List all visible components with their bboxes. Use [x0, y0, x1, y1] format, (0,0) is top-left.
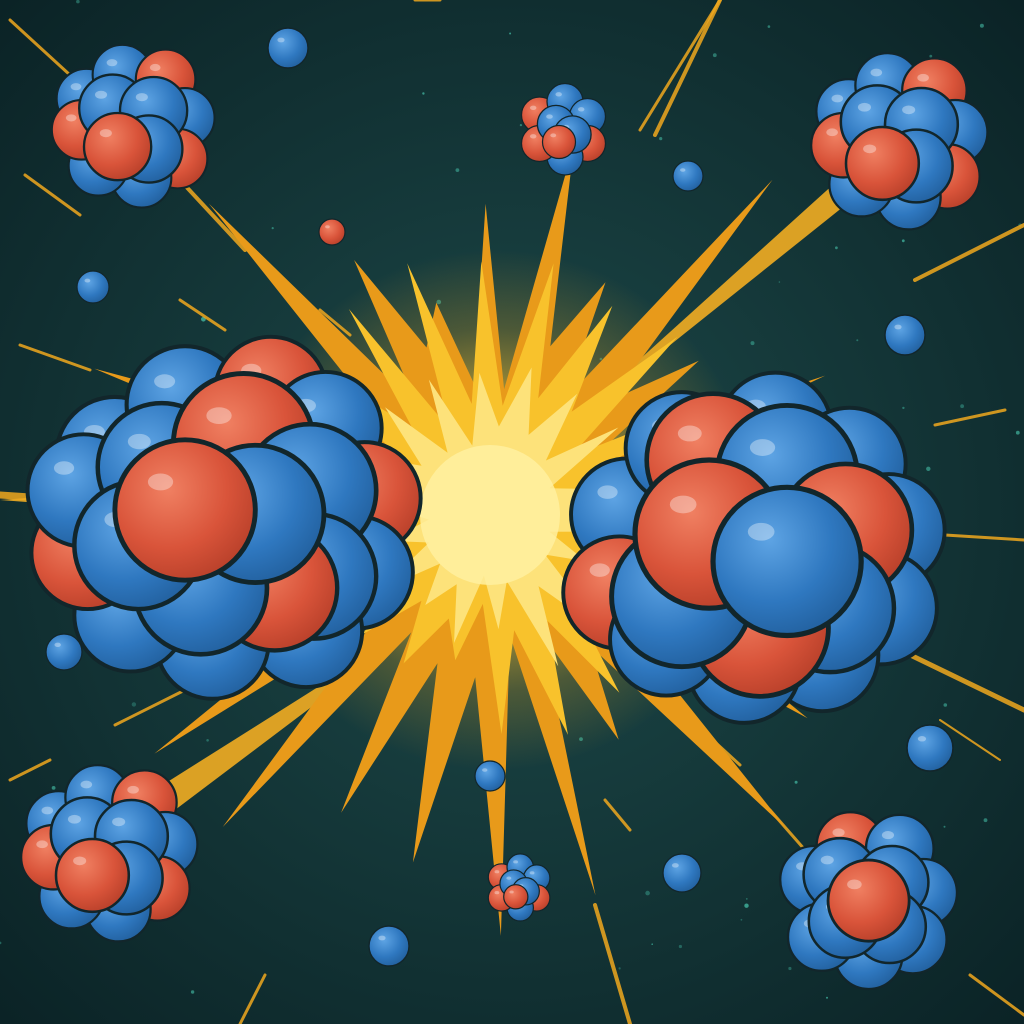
speed-streak	[968, 973, 1024, 1017]
star-speck	[745, 898, 748, 900]
speed-streak	[653, 0, 722, 137]
star-speck	[788, 966, 792, 971]
star-speck	[0, 941, 2, 945]
star-speck	[744, 903, 749, 908]
proton	[54, 837, 131, 914]
neutron	[662, 853, 702, 893]
star-speck	[678, 944, 683, 949]
speed-streak	[897, 647, 1024, 713]
speed-streak	[238, 973, 267, 1024]
star-speck	[519, 124, 523, 127]
star-speck	[983, 818, 988, 823]
speed-streak	[943, 533, 1024, 542]
proton	[112, 437, 258, 583]
star-speck	[929, 54, 933, 58]
proton	[844, 125, 921, 202]
star-speck	[509, 32, 512, 35]
speed-streak	[933, 408, 1007, 427]
star-speck	[455, 168, 460, 173]
small-nucleus-top	[520, 82, 607, 176]
neutron	[474, 760, 506, 792]
star-speck	[979, 23, 984, 28]
free-particles	[45, 27, 954, 967]
star-speck	[740, 918, 743, 921]
speed-streak	[8, 758, 52, 782]
small-nucleus-bottom	[487, 853, 551, 922]
large-nucleus-right	[561, 370, 947, 725]
speed-streak	[8, 18, 72, 77]
star-speck	[190, 990, 195, 994]
neutron	[76, 270, 110, 304]
proton	[503, 884, 529, 910]
neutron	[45, 633, 83, 671]
speed-streak	[178, 178, 247, 252]
star-speck	[901, 239, 905, 243]
speed-streak	[913, 223, 1024, 282]
star-speck	[271, 227, 274, 230]
star-speck	[645, 890, 650, 896]
star-speck	[1015, 430, 1020, 435]
star-speck	[835, 246, 838, 250]
star-speck	[659, 137, 663, 141]
star-speck	[778, 281, 781, 283]
speed-streak	[18, 343, 92, 372]
speed-streak	[178, 298, 227, 332]
proton	[826, 858, 911, 943]
neutron	[710, 484, 864, 639]
proton	[541, 124, 577, 160]
speed-streak	[23, 173, 82, 217]
star-speck	[651, 943, 653, 945]
star-speck	[960, 404, 964, 409]
proton	[82, 111, 153, 182]
star-speck	[750, 341, 755, 346]
star-speck	[618, 967, 621, 970]
speed-streak	[939, 719, 1001, 761]
star-speck	[206, 739, 209, 742]
speed-streak	[113, 688, 187, 727]
neutron	[884, 314, 926, 356]
star-speck	[794, 780, 798, 784]
speed-streak	[593, 903, 632, 1024]
nucleus-bottom-right	[779, 811, 959, 991]
star-speck	[943, 825, 946, 828]
speed-streak	[638, 0, 722, 132]
star-speck	[51, 786, 56, 790]
nucleus-bottom-left	[20, 764, 199, 943]
neutron	[267, 27, 309, 69]
star-speck	[943, 703, 948, 707]
proton	[318, 218, 346, 246]
star-speck	[76, 0, 80, 4]
nucleus-top-right	[810, 52, 989, 231]
star-speck	[767, 25, 771, 28]
neutron	[672, 160, 704, 192]
speed-streak	[603, 798, 632, 832]
nuclei	[20, 27, 989, 991]
star-speck	[826, 996, 828, 999]
star-speck	[926, 466, 931, 471]
nucleus-top-left	[50, 43, 216, 209]
star-speck	[712, 53, 717, 58]
neutron	[368, 925, 410, 967]
star-speck	[131, 702, 137, 707]
star-speck	[856, 339, 859, 342]
neutron	[906, 724, 954, 772]
star-speck	[422, 92, 425, 95]
star-speck	[902, 406, 905, 410]
large-nucleus-left	[25, 334, 423, 701]
